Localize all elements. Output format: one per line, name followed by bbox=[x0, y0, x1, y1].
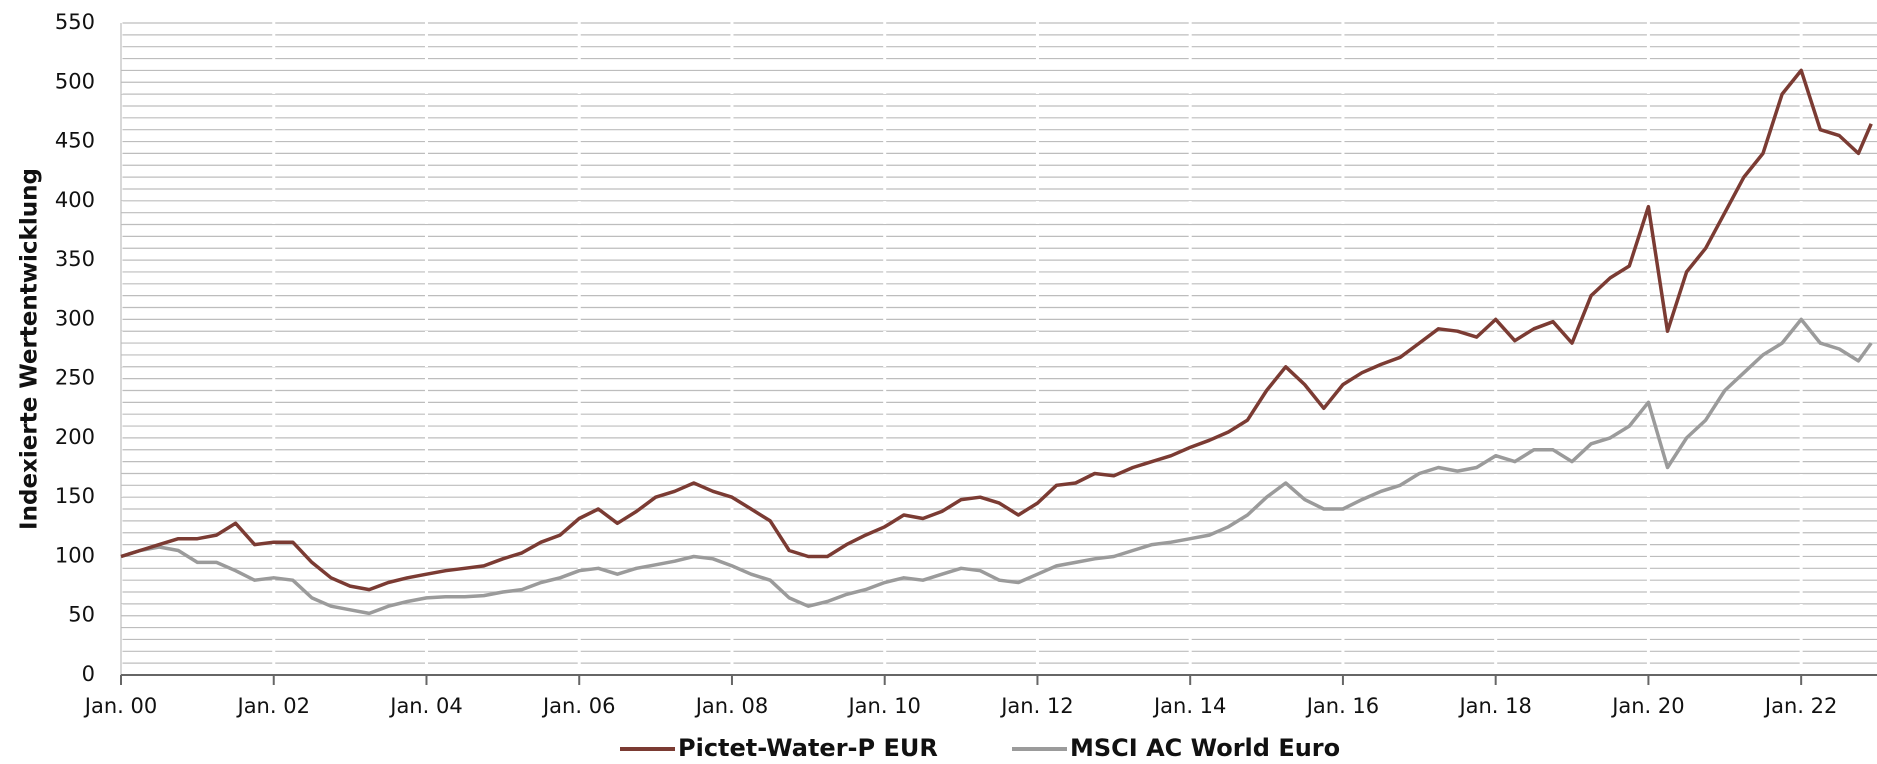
x-tick-label: Jan. 18 bbox=[1457, 694, 1531, 718]
y-tick-label: 100 bbox=[55, 543, 95, 567]
y-tick-label: 150 bbox=[55, 484, 95, 508]
y-tick-label: 350 bbox=[55, 247, 95, 271]
series-line bbox=[120, 68, 1873, 592]
y-tick-label: 400 bbox=[55, 188, 95, 212]
legend-label: MSCI AC World Euro bbox=[1070, 734, 1340, 762]
x-tick-label: Jan. 08 bbox=[694, 694, 768, 718]
x-tick-label: Jan. 16 bbox=[1305, 694, 1379, 718]
x-tick-label: Jan. 00 bbox=[83, 694, 157, 718]
x-tick-label: Jan. 12 bbox=[999, 694, 1073, 718]
y-axis-label: Indexierte Wertentwicklung bbox=[17, 168, 43, 530]
y-tick-label: 300 bbox=[55, 306, 95, 330]
series-line bbox=[120, 317, 1873, 616]
y-tick-label: 500 bbox=[55, 69, 95, 93]
x-tick-label: Jan. 02 bbox=[236, 694, 310, 718]
y-tick-label: 450 bbox=[55, 129, 95, 153]
x-tick-label: Jan. 10 bbox=[846, 694, 920, 718]
y-tick-label: 550 bbox=[55, 10, 95, 34]
y-tick-label: 50 bbox=[68, 603, 95, 627]
legend-label: Pictet-Water-P EUR bbox=[678, 734, 938, 762]
x-tick-label: Jan. 04 bbox=[388, 694, 462, 718]
x-tick-label: Jan. 06 bbox=[541, 694, 615, 718]
x-tick-label: Jan. 14 bbox=[1152, 694, 1226, 718]
y-tick-label: 200 bbox=[55, 425, 95, 449]
x-tick-label: Jan. 22 bbox=[1763, 694, 1837, 718]
y-tick-label: 250 bbox=[55, 366, 95, 390]
y-tick-label: 0 bbox=[82, 662, 95, 686]
x-tick-label: Jan. 20 bbox=[1610, 694, 1684, 718]
